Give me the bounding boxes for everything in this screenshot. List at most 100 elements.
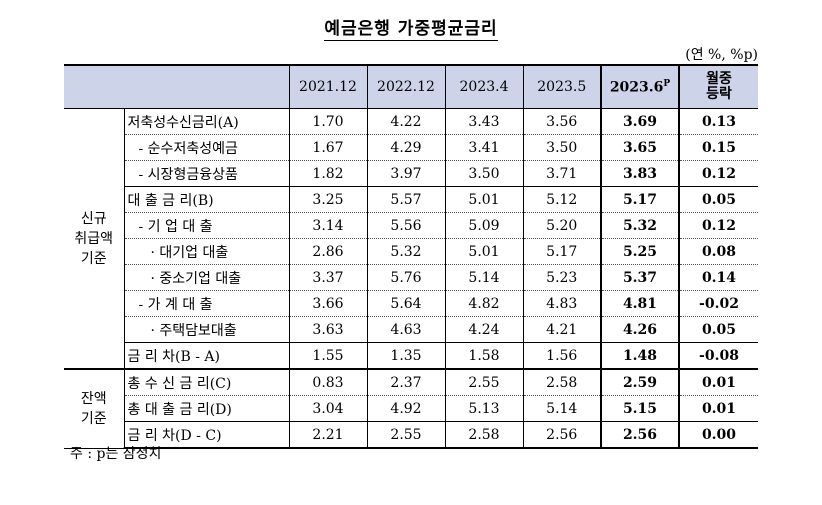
value-cell: 5.23 <box>522 264 601 291</box>
row-label: - 기 업 대 출 <box>124 212 290 239</box>
value-cell: 2.86 <box>288 238 367 265</box>
current-value-cell: 3.65 <box>600 134 680 161</box>
value-cell: 3.43 <box>444 108 523 135</box>
change-value-cell: 0.05 <box>678 186 758 213</box>
value-cell: 2.37 <box>366 368 445 396</box>
value-cell: 3.37 <box>288 264 367 291</box>
header-2023-4: 2023.4 <box>444 64 523 109</box>
row-label: 총 대 출 금 리(D) <box>124 395 290 422</box>
current-value-cell: 5.32 <box>600 212 680 239</box>
value-cell: 3.25 <box>288 186 367 213</box>
table-row: 금 리 차(D - C) 2.21 2.55 2.58 2.56 2.56 0.00 <box>64 421 758 449</box>
value-cell: 5.14 <box>444 264 523 291</box>
value-cell: 5.17 <box>522 238 601 265</box>
table-row: 잔액 기준 총 수 신 금 리(C) 0.83 2.37 2.55 2.58 2.59 0.0… <box>64 368 758 449</box>
change-value-cell: 0.12 <box>678 160 758 187</box>
value-cell: 4.63 <box>366 316 445 343</box>
change-value-cell: 0.05 <box>678 316 758 343</box>
value-cell: 3.97 <box>366 160 445 187</box>
current-value-cell: 5.17 <box>600 186 680 213</box>
change-value-cell: 0.08 <box>678 238 758 265</box>
row-label: - 시장형금융상품 <box>124 160 290 187</box>
table-row: · 중소기업 대출 3.37 5.76 5.14 5.23 5.37 0.14 <box>64 264 758 291</box>
value-cell: 5.64 <box>366 290 445 317</box>
table-row: - 순수저축성예금 1.67 4.29 3.41 3.50 3.65 0.15 <box>64 134 758 161</box>
row-label: 총 수 신 금 리(C) <box>124 368 290 396</box>
current-value-cell: 4.26 <box>600 316 680 343</box>
value-cell: 5.09 <box>444 212 523 239</box>
value-cell: 0.83 <box>288 368 367 396</box>
table-row: 신규 취급액 기준 저축성수신금리(A) 1.70 4.22 3.43 3.56 3.69 0… <box>64 108 758 370</box>
current-value-cell: 5.15 <box>600 395 680 422</box>
group-outstanding: 잔액 기준 <box>64 368 125 449</box>
value-cell: 2.56 <box>522 421 601 449</box>
value-cell: 3.63 <box>288 316 367 343</box>
value-cell: 1.70 <box>288 108 367 135</box>
value-cell: 1.56 <box>522 342 601 369</box>
table-row: 총 대 출 금 리(D) 3.04 4.92 5.13 5.14 5.15 0.01 <box>64 395 758 422</box>
unit-label: (연 %, %p) <box>685 47 758 63</box>
value-cell: 5.76 <box>366 264 445 291</box>
value-cell: 1.55 <box>288 342 367 369</box>
value-cell: 1.67 <box>288 134 367 161</box>
current-value-cell: 4.81 <box>600 290 680 317</box>
change-value-cell: 0.14 <box>678 264 758 291</box>
value-cell: 3.50 <box>522 134 601 161</box>
row-label: 저축성수신금리(A) <box>124 108 290 135</box>
value-cell: 4.21 <box>522 316 601 343</box>
value-cell: 5.57 <box>366 186 445 213</box>
current-value-cell: 3.83 <box>600 160 680 187</box>
row-label: · 중소기업 대출 <box>124 264 290 291</box>
row-label: · 대기업 대출 <box>124 238 290 265</box>
value-cell: 5.56 <box>366 212 445 239</box>
value-cell: 1.35 <box>366 342 445 369</box>
value-cell: 5.14 <box>522 395 601 422</box>
group-new-business: 신규 취급액 기준 <box>64 108 125 370</box>
change-value-cell: 0.12 <box>678 212 758 239</box>
table-row: 금 리 차(B - A) 1.55 1.35 1.58 1.56 1.48 -0.08 <box>64 342 758 369</box>
value-cell: 5.20 <box>522 212 601 239</box>
change-value-cell: 0.13 <box>678 108 758 135</box>
value-cell: 3.41 <box>444 134 523 161</box>
value-cell: 3.50 <box>444 160 523 187</box>
change-value-cell: 0.15 <box>678 134 758 161</box>
page-title: 예금은행 가중평균금리 <box>324 19 498 41</box>
value-cell: 1.58 <box>444 342 523 369</box>
current-value-cell: 2.56 <box>600 421 680 449</box>
header-2022-12: 2022.12 <box>366 64 445 109</box>
row-label: 대 출 금 리(B) <box>124 186 290 213</box>
current-value-cell: 5.37 <box>600 264 680 291</box>
table-row: - 가 계 대 출 3.66 5.64 4.82 4.83 4.81 -0.02 <box>64 290 758 317</box>
value-cell: 3.66 <box>288 290 367 317</box>
value-cell: 4.82 <box>444 290 523 317</box>
value-cell: 2.55 <box>366 421 445 449</box>
value-cell: 5.32 <box>366 238 445 265</box>
row-label: · 주택담보대출 <box>124 316 290 343</box>
header-2021-12: 2021.12 <box>288 64 367 109</box>
header-row: 2021.12 2022.12 2023.4 2023.5 2023.6P 월중… <box>64 64 758 109</box>
change-value-cell: -0.02 <box>678 290 758 317</box>
value-cell: 5.01 <box>444 186 523 213</box>
value-cell: 1.82 <box>288 160 367 187</box>
table-row: · 대기업 대출 2.86 5.32 5.01 5.17 5.25 0.08 <box>64 238 758 265</box>
table-row: 대 출 금 리(B) 3.25 5.57 5.01 5.12 5.17 0.05 <box>64 186 758 213</box>
change-value-cell: 0.00 <box>678 421 758 449</box>
header-2023-6: 2023.6P <box>600 64 680 109</box>
current-value-cell: 1.48 <box>600 342 680 369</box>
value-cell: 2.58 <box>444 421 523 449</box>
row-label: - 가 계 대 출 <box>124 290 290 317</box>
current-value-cell: 5.25 <box>600 238 680 265</box>
change-value-cell: 0.01 <box>678 395 758 422</box>
value-cell: 5.01 <box>444 238 523 265</box>
value-cell: 4.92 <box>366 395 445 422</box>
value-cell: 3.04 <box>288 395 367 422</box>
table-row: · 주택담보대출 3.63 4.63 4.24 4.21 4.26 0.05 <box>64 316 758 343</box>
value-cell: 2.58 <box>522 368 601 396</box>
value-cell: 4.22 <box>366 108 445 135</box>
current-value-cell: 3.69 <box>600 108 680 135</box>
header-2023-5: 2023.5 <box>522 64 601 109</box>
value-cell: 4.83 <box>522 290 601 317</box>
header-monthly-change: 월중 등락 <box>678 64 758 109</box>
value-cell: 5.13 <box>444 395 523 422</box>
table-row: - 기 업 대 출 3.14 5.56 5.09 5.20 5.32 0.12 <box>64 212 758 239</box>
